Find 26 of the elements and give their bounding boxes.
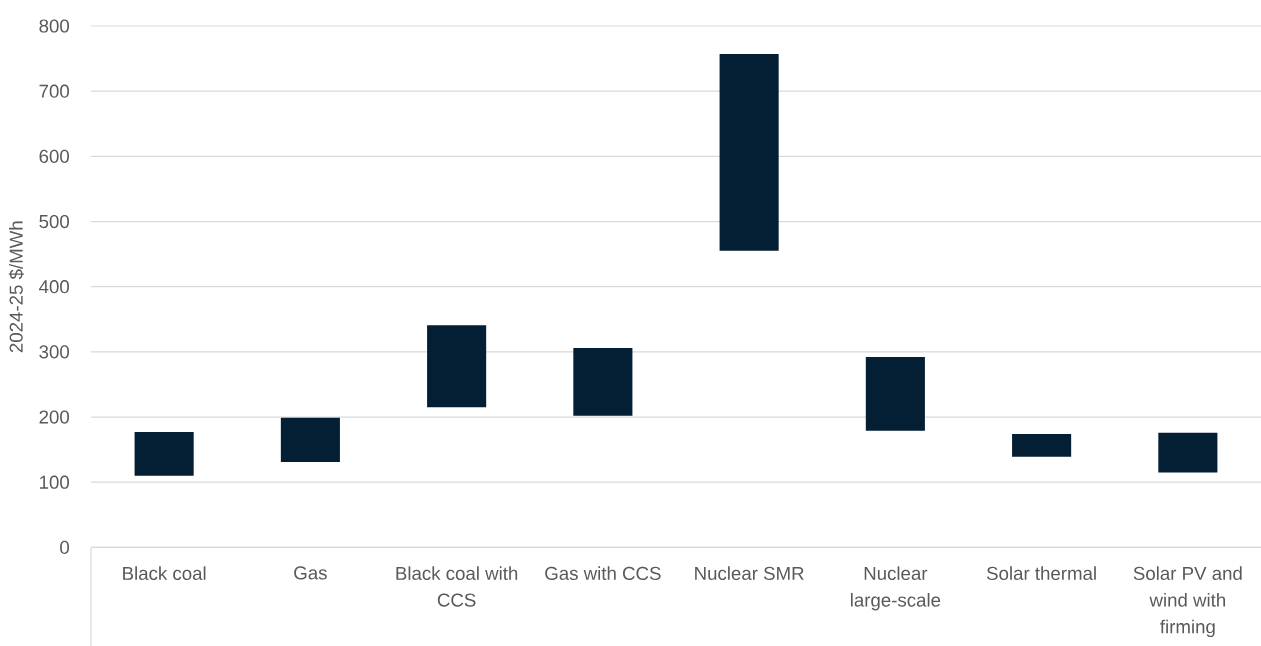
y-tick-label: 300 [39,345,70,359]
bar [1158,432,1218,473]
y-tick-label: 0 [60,540,70,554]
y-axis-title: 2024-25 $/MWh [8,221,24,353]
y-tick-label: 100 [40,475,70,489]
y-tick-label: 700 [39,84,70,98]
y-tick-label: 800 [39,19,70,33]
x-tick-label: Nuclear large-scale [850,566,941,611]
x-tick-label: Black coal [123,566,206,581]
x-tick-label: Black coal with CCS [396,566,518,607]
bar [573,347,633,416]
bar [719,54,779,251]
y-tick-label: 500 [39,214,70,229]
bar [1012,433,1072,457]
bar [280,417,340,463]
bar [427,325,487,408]
x-tick-label: Gas with CCS [545,566,661,581]
y-tick-label: 400 [39,280,70,294]
x-tick-label: Gas [294,566,327,580]
x-tick-label: Solar PV and wind with firming [1133,566,1242,638]
x-tick-label: Solar thermal [986,566,1096,581]
bar [865,357,925,431]
x-tick-label: Nuclear SMR [695,566,804,581]
y-tick-label: 600 [39,149,70,163]
y-tick-label: 200 [39,410,70,424]
bar [134,432,194,476]
